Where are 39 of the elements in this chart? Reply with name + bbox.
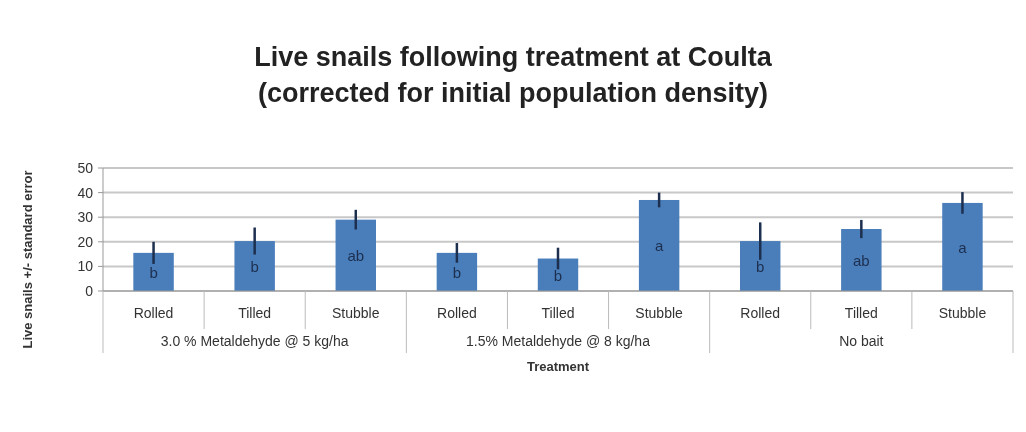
data-label: ab xyxy=(347,247,365,265)
bar xyxy=(436,252,478,291)
bar xyxy=(740,241,781,291)
x-tick-label: Stubble xyxy=(938,305,987,321)
y-tick-label: 50 xyxy=(77,160,94,176)
y-axis-title: Live snails +/- standard error xyxy=(20,170,35,349)
x-tick-label: Stubble xyxy=(635,305,684,321)
data-label: b xyxy=(250,258,259,276)
data-label: a xyxy=(654,237,664,255)
data-label: a xyxy=(958,238,968,256)
bar xyxy=(234,241,275,291)
data-label: b xyxy=(756,258,765,276)
data-label: b xyxy=(149,263,158,281)
x-axis-title: Treatment xyxy=(526,359,590,374)
chart-title: Live snails following treatment at Coulta xyxy=(254,42,773,72)
text: No bait xyxy=(839,333,884,349)
x-tick-label: Tilled xyxy=(541,305,575,321)
bar xyxy=(335,219,376,291)
x-tick-label: Rolled xyxy=(133,305,174,321)
x-tick-label: Rolled xyxy=(437,305,477,321)
y-tick-label: 10 xyxy=(77,258,94,275)
x-tick-label: Stubble xyxy=(332,305,380,321)
y-tick-label: 20 xyxy=(77,233,94,250)
x-tick-label: Rolled xyxy=(740,305,781,321)
x-tick-label: Tilled xyxy=(238,305,272,321)
y-tick-label: 30 xyxy=(77,209,94,226)
bar xyxy=(638,199,680,291)
y-tick-label: 0 xyxy=(85,283,94,299)
bar xyxy=(841,229,882,291)
text: 3.0 % Metaldehyde @ 5 kg/ha xyxy=(160,333,349,349)
bar xyxy=(942,202,983,291)
y-tick-label: 40 xyxy=(77,184,94,201)
text: 1.5% Metaldehyde @ 8 kg/ha xyxy=(466,333,651,349)
chart-subtitle: (corrected for initial population density) xyxy=(257,78,769,108)
x-tick-label: Tilled xyxy=(844,305,878,321)
data-label: b xyxy=(553,266,563,284)
data-label: ab xyxy=(852,252,870,269)
data-label: b xyxy=(452,263,462,281)
bar xyxy=(133,252,174,291)
